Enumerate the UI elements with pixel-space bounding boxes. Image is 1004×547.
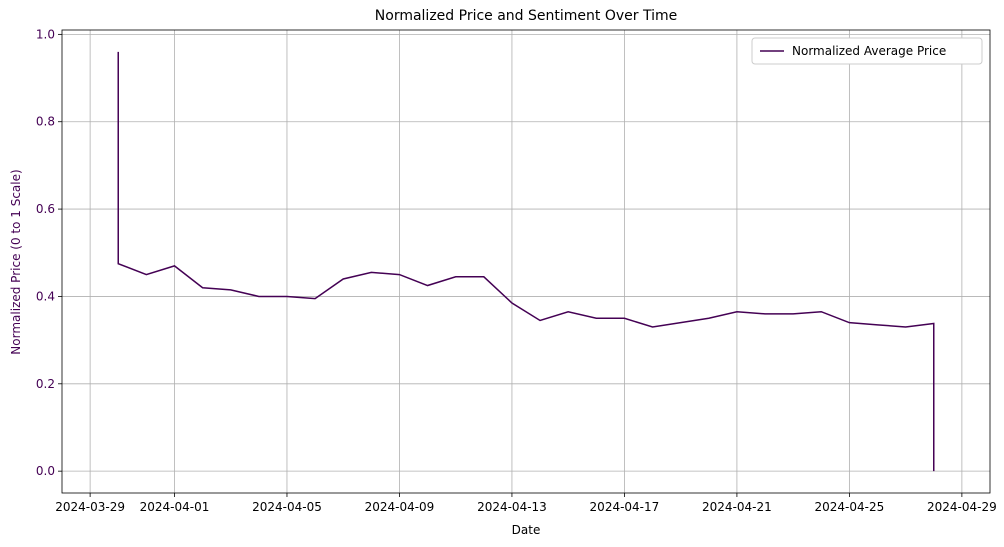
chart-title: Normalized Price and Sentiment Over Time [375,8,677,24]
x-tick-label: 2024-04-13 [477,500,547,514]
x-tick-label: 2024-03-29 [55,500,125,514]
x-tick-label: 2024-04-25 [815,500,885,514]
price-line [117,51,935,472]
x-axis-label: Date [512,523,541,537]
y-tick-label: 0.0 [36,464,55,478]
legend-label: Normalized Average Price [792,44,946,58]
y-tick-label: 0.8 [36,115,55,129]
x-tick-label: 2024-04-01 [140,500,210,514]
x-tick-label: 2024-04-21 [702,500,772,514]
y-tick-label: 0.6 [36,202,55,216]
y-tick-label: 1.0 [36,27,55,41]
x-tick-label: 2024-04-05 [252,500,322,514]
plot-frame [61,29,991,494]
x-tick-label: 2024-04-09 [365,500,435,514]
y-tick-label: 0.4 [36,289,55,303]
x-tick-label: 2024-04-17 [590,500,660,514]
legend-box [751,37,983,65]
y-tick-label: 0.2 [36,377,55,391]
x-tick-label: 2024-04-29 [927,500,997,514]
y-axis-label: Normalized Price (0 to 1 Scale) [9,169,23,354]
